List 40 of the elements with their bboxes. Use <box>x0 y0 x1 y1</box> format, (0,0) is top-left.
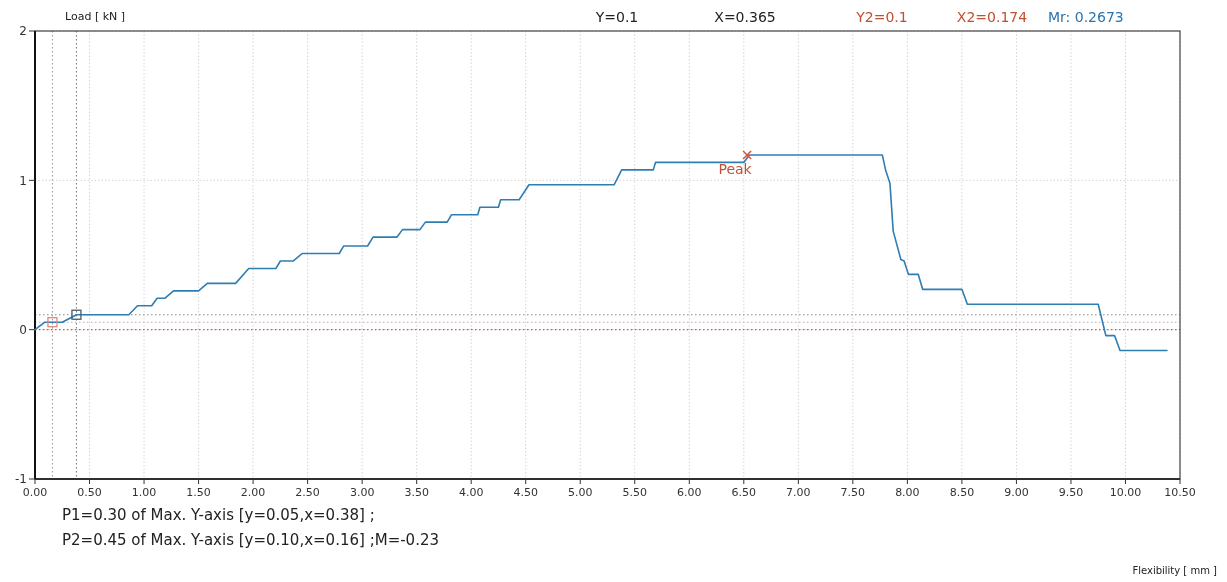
x-tick-label: 5.50 <box>622 486 648 499</box>
x-tick-label: 9.50 <box>1058 486 1084 499</box>
text: P2=0.45 of Max. Y-axis [y=0.10,x=0.16] ;M=-0.23 <box>62 531 440 549</box>
y-tick-label: -1 <box>15 472 27 487</box>
x-tick-label: 4.00 <box>458 486 484 499</box>
point <box>742 150 752 160</box>
text: Y=0.1 <box>594 9 639 25</box>
x-tick-label: 5.00 <box>567 486 593 499</box>
x-tick-label: 1.00 <box>131 486 157 499</box>
text: X2=0.174 <box>956 9 1028 25</box>
y-tick-label: 0 <box>19 322 27 337</box>
annotation: Peak <box>718 160 753 177</box>
x-tick-label: 8.50 <box>949 486 975 499</box>
x-tick-label: 0.00 <box>22 486 48 499</box>
x-tick-label: 3.00 <box>349 486 375 499</box>
x-tick-label: 7.00 <box>786 486 811 499</box>
text: Mr: 0.2673 <box>1048 9 1124 25</box>
text: X=0.365 <box>714 9 776 25</box>
x-tick-label: 8.00 <box>895 486 920 499</box>
x-tick-label: 2.50 <box>295 486 320 499</box>
x-tick-label: 6.00 <box>677 486 702 499</box>
x-tick-label: 4.50 <box>513 486 538 499</box>
x-tick-label: 2.00 <box>240 486 266 499</box>
x-tick-label: 10.00 <box>1109 486 1142 499</box>
x-tick-label: 9.00 <box>1004 486 1029 499</box>
y-tick-label: 1 <box>19 173 27 188</box>
x-tick-label: 7.50 <box>840 486 866 499</box>
x-tick-label: 6.50 <box>731 486 757 499</box>
line-series <box>34 154 1168 352</box>
point <box>47 317 58 328</box>
y-tick-label: 2 <box>19 24 27 39</box>
x-tick-label: 3.50 <box>404 486 429 499</box>
text: Flexibility [ mm ] <box>1132 565 1218 576</box>
y-axis-title: Load [ kN ] <box>65 10 126 23</box>
text: P1=0.30 of Max. Y-axis [y=0.05,x=0.38] ; <box>62 506 375 524</box>
x-tick-label: 10.50 <box>1164 486 1196 499</box>
text: Y2=0.1 <box>855 9 908 25</box>
point <box>71 309 82 320</box>
x-tick-label: 0.50 <box>77 486 102 499</box>
x-tick-label: 1.50 <box>186 486 211 499</box>
